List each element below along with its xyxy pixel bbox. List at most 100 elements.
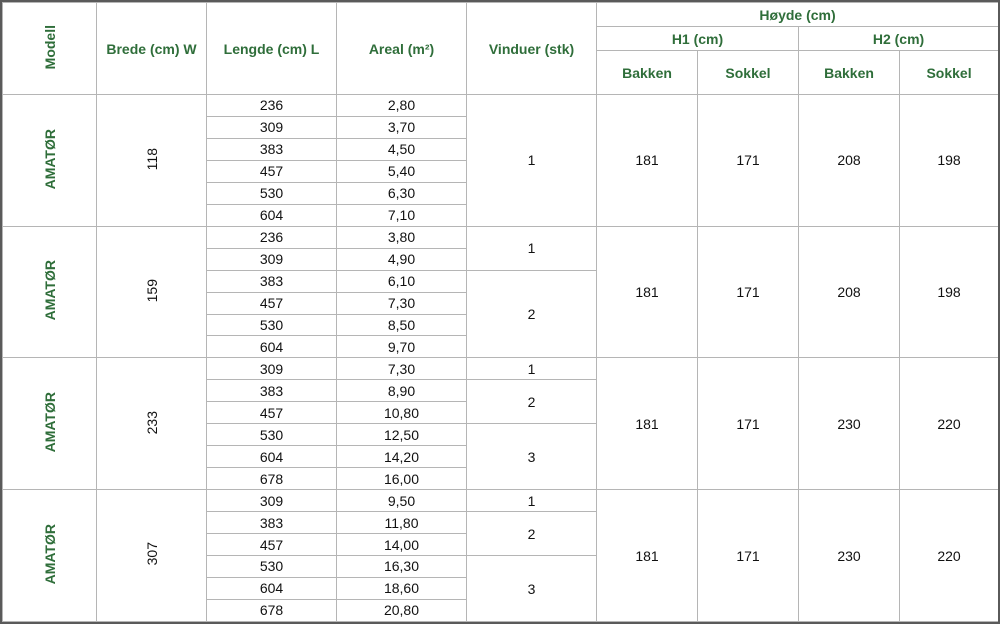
- height-cell: 230: [798, 357, 900, 491]
- height-cell: 208: [798, 225, 900, 359]
- height-cell: 181: [596, 489, 698, 622]
- row: 530 16,30 3: [3, 555, 999, 622]
- length-cell: 678: [206, 598, 337, 622]
- windows-cell: 2: [466, 379, 597, 425]
- header-cell: Sokkel: [697, 50, 799, 95]
- header-row: Modell Brede (cm) W Lengde (cm) L Areal …: [2, 2, 998, 95]
- length-cell: 530: [206, 313, 337, 337]
- width-cell: 159: [96, 225, 207, 359]
- windows-cell: 1: [466, 94, 597, 227]
- model-text: AMATØR: [41, 128, 58, 190]
- length-cell: 383: [206, 269, 337, 293]
- windows-cell: 3: [466, 423, 597, 491]
- area-cell: 18,60: [336, 576, 467, 600]
- area-cell: 9,70: [336, 335, 467, 359]
- header-cell: Brede (cm) W: [96, 2, 207, 95]
- length-cell: 604: [206, 576, 337, 600]
- length-cell: 236: [206, 225, 337, 249]
- header-cell: Høyde (cm): [595, 2, 998, 27]
- row: 457 7,30: [3, 291, 999, 315]
- area-cell: 2,80: [336, 94, 467, 117]
- length-cell: 309: [206, 357, 337, 381]
- header-cell: Lengde (cm) L: [206, 2, 337, 95]
- header-cell: Areal (m²): [336, 2, 467, 95]
- length-cell: 457: [206, 533, 337, 557]
- length-cell: 604: [206, 445, 337, 469]
- row: 604 7,10: [3, 203, 999, 227]
- area-cell: 6,10: [336, 269, 467, 293]
- height-cell: 171: [697, 489, 799, 622]
- row: 530 8,50: [3, 313, 999, 337]
- width-text: 307: [143, 542, 160, 566]
- header-cell: Bakken: [596, 50, 698, 95]
- windows-cell: 1: [466, 357, 597, 381]
- row: 383 11,80 2: [3, 511, 999, 557]
- length-cell: 309: [206, 247, 337, 271]
- length-cell: 309: [206, 115, 337, 139]
- model-text: AMATØR: [41, 523, 58, 585]
- row: AMATØR 118 236 2,80 1 181 171 208 198: [2, 94, 998, 227]
- header-row: H1 (cm) H2 (cm): [3, 26, 998, 51]
- area-cell: 16,00: [336, 467, 467, 491]
- length-cell: 383: [206, 379, 337, 403]
- area-cell: 3,80: [336, 225, 467, 249]
- area-cell: 9,50: [336, 489, 467, 513]
- area-cell: 4,90: [336, 247, 467, 271]
- windows-cell: 1: [466, 225, 597, 271]
- height-cell: 171: [697, 357, 799, 491]
- area-cell: 3,70: [336, 115, 467, 139]
- model-text: AMATØR: [41, 392, 58, 453]
- header-cell: Sokkel: [898, 50, 998, 95]
- row: 309 3,70: [3, 115, 999, 139]
- row: AMATØR 233 309 7,30 1 181 171 230 220: [2, 357, 998, 491]
- row: 383 4,50: [3, 137, 999, 161]
- length-cell: 530: [206, 555, 337, 578]
- height-cell: 181: [596, 225, 698, 359]
- height-cell: 171: [697, 94, 799, 227]
- table-header: Modell Brede (cm) W Lengde (cm) L Areal …: [2, 2, 998, 95]
- area-cell: 8,50: [336, 313, 467, 337]
- area-cell: 6,30: [336, 181, 467, 205]
- height-cell: 181: [596, 357, 698, 491]
- row: 678 20,80: [3, 598, 999, 622]
- height-cell: 198: [898, 94, 998, 227]
- table-body: AMATØR 118 236 2,80 1 181 171 208 198 309 3,70 383 4…: [2, 94, 999, 622]
- row: 604 9,70: [3, 335, 999, 359]
- row: 457 14,00: [3, 533, 999, 557]
- length-cell: 604: [206, 203, 337, 227]
- length-cell: 530: [206, 181, 337, 205]
- area-cell: 10,80: [336, 401, 467, 425]
- area-cell: 7,30: [336, 291, 467, 315]
- area-cell: 7,10: [336, 203, 467, 227]
- model-cell: AMATØR: [2, 489, 97, 622]
- length-cell: 309: [206, 489, 337, 513]
- windows-cell: 1: [466, 489, 597, 513]
- width-text: 233: [143, 410, 160, 434]
- height-cell: 220: [898, 357, 998, 491]
- width-text: 159: [143, 278, 160, 303]
- area-cell: 14,20: [336, 445, 467, 469]
- windows-cell: 2: [466, 269, 597, 359]
- row: 604 14,20: [3, 445, 999, 469]
- length-cell: 457: [206, 291, 337, 315]
- windows-cell: 2: [466, 511, 597, 557]
- model-cell: AMATØR: [2, 94, 97, 227]
- header-cell: H2 (cm): [797, 26, 998, 51]
- row: 604 18,60: [3, 576, 999, 600]
- row: AMATØR 159 236 3,80 1 181 171 208 198: [2, 225, 998, 359]
- row: AMATØR 307 309 9,50 1 181 171 230 220: [2, 489, 998, 622]
- row: 530 12,50 3: [3, 423, 999, 491]
- row: 383 8,90 2: [3, 379, 999, 425]
- height-cell: 230: [798, 489, 900, 622]
- model-cell: AMATØR: [2, 225, 97, 359]
- row: 457 10,80: [3, 401, 999, 425]
- width-cell: 118: [96, 94, 207, 227]
- height-cell: 181: [596, 94, 698, 227]
- area-cell: 4,50: [336, 137, 467, 161]
- header-cell: Modell: [2, 2, 97, 95]
- height-cell: 208: [798, 94, 900, 227]
- length-cell: 604: [206, 335, 337, 359]
- area-cell: 11,80: [336, 511, 467, 535]
- length-cell: 236: [206, 94, 337, 117]
